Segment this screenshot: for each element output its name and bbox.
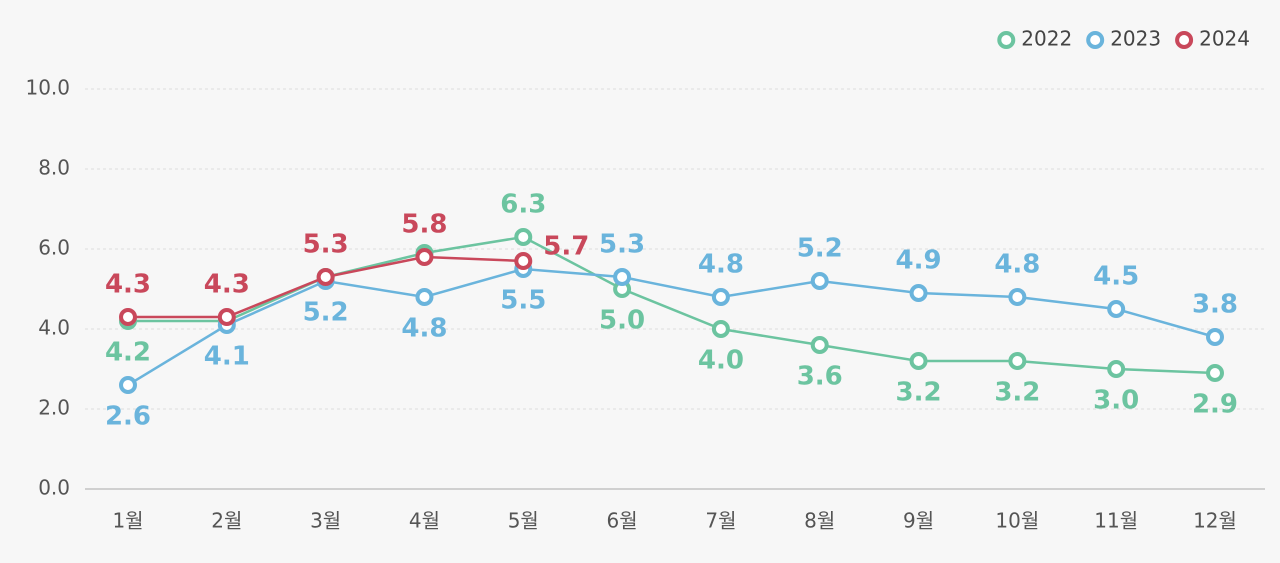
x-tick-label: 5월 bbox=[508, 509, 539, 533]
data-label: 5.2 bbox=[303, 298, 349, 328]
x-tick-label: 9월 bbox=[903, 509, 934, 533]
point bbox=[711, 288, 730, 306]
y-tick-label: 2.0 bbox=[38, 396, 70, 420]
data-label: 4.8 bbox=[401, 314, 447, 344]
point bbox=[810, 336, 829, 354]
series-2 bbox=[119, 248, 533, 326]
data-label: 4.8 bbox=[698, 250, 744, 280]
legend-marker bbox=[1086, 31, 1105, 49]
y-tick-label: 8.0 bbox=[38, 156, 70, 180]
line bbox=[128, 235, 1216, 375]
x-tick-label: 6월 bbox=[607, 509, 638, 533]
point bbox=[1008, 352, 1027, 370]
data-label: 5.8 bbox=[401, 210, 447, 240]
data-label: 4.8 bbox=[994, 250, 1040, 280]
data-label: 5.0 bbox=[599, 306, 645, 336]
legend-marker bbox=[997, 31, 1016, 49]
point bbox=[810, 272, 829, 290]
point bbox=[316, 268, 335, 286]
point bbox=[514, 228, 533, 246]
y-tick-label: 6.0 bbox=[38, 236, 70, 260]
data-label: 4.0 bbox=[698, 346, 744, 376]
data-label: 3.6 bbox=[797, 362, 843, 392]
x-tick-label: 7월 bbox=[705, 509, 736, 533]
point bbox=[415, 288, 434, 306]
x-tick-label: 10월 bbox=[995, 509, 1039, 533]
point bbox=[909, 284, 928, 302]
x-tick-label: 12월 bbox=[1193, 509, 1237, 533]
data-label: 3.2 bbox=[896, 378, 942, 408]
data-label: 5.7 bbox=[543, 232, 589, 262]
point bbox=[711, 320, 730, 338]
data-label: 5.3 bbox=[599, 230, 645, 260]
data-label: 4.9 bbox=[896, 246, 942, 276]
data-label: 3.8 bbox=[1192, 290, 1238, 320]
point bbox=[613, 268, 632, 286]
point bbox=[909, 352, 928, 370]
data-label: 5.5 bbox=[500, 286, 546, 316]
point bbox=[1206, 364, 1224, 382]
point bbox=[1206, 328, 1224, 346]
point bbox=[1107, 360, 1126, 378]
series-0 bbox=[119, 228, 1224, 382]
y-tick-label: 4.0 bbox=[38, 316, 70, 340]
y-tick-label: 0.0 bbox=[38, 476, 70, 500]
data-label: 3.0 bbox=[1093, 386, 1139, 416]
data-label: 4.5 bbox=[1093, 262, 1139, 292]
y-tick-label: 10.0 bbox=[25, 76, 70, 100]
x-tick-label: 2월 bbox=[211, 509, 242, 533]
x-tick-label: 4월 bbox=[409, 509, 440, 533]
data-label: 2.6 bbox=[105, 402, 151, 432]
data-label: 4.3 bbox=[105, 270, 151, 300]
data-label: 4.3 bbox=[204, 270, 250, 300]
data-label: 5.3 bbox=[303, 230, 349, 260]
line bbox=[127, 267, 1216, 387]
point bbox=[1008, 288, 1027, 306]
legend-label: 2024 bbox=[1199, 27, 1250, 51]
point bbox=[415, 248, 434, 266]
x-tick-label: 3월 bbox=[310, 509, 341, 533]
legend-marker bbox=[1175, 31, 1194, 49]
legend-label: 2022 bbox=[1021, 27, 1072, 51]
data-label: 2.9 bbox=[1192, 390, 1238, 420]
x-tick-label: 8월 bbox=[804, 509, 835, 533]
point bbox=[514, 252, 533, 270]
point bbox=[217, 308, 236, 326]
point bbox=[119, 376, 137, 394]
data-label: 6.3 bbox=[500, 190, 546, 220]
data-label: 5.2 bbox=[797, 234, 843, 264]
data-label: 3.2 bbox=[994, 378, 1040, 408]
data-label: 4.2 bbox=[105, 338, 151, 368]
x-tick-label: 11월 bbox=[1094, 509, 1138, 533]
point bbox=[1107, 300, 1126, 318]
x-tick-label: 1월 bbox=[112, 509, 143, 533]
point bbox=[119, 308, 137, 326]
series-1 bbox=[119, 260, 1224, 394]
data-label: 4.1 bbox=[204, 342, 250, 372]
legend-label: 2023 bbox=[1110, 27, 1161, 51]
